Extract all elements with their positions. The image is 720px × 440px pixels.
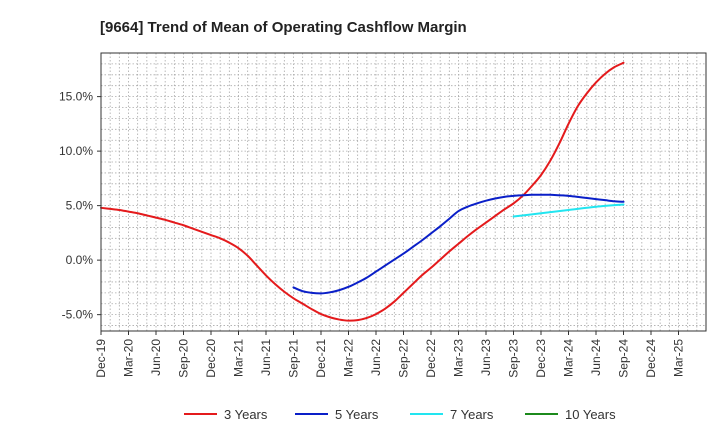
x-tick-label: Sep-24 [617,339,631,378]
series-line-7-years [512,203,625,218]
x-axis: Dec-19 Mar-20 Jun-20 Sep-20 Dec-20 Mar-21 Jun-… [94,331,686,378]
x-tick-label: Dec-21 [314,339,328,378]
x-tick-label: Dec-20 [204,339,218,378]
x-tick-label: Sep-22 [397,339,411,378]
y-tick-label: 0.0% [66,253,94,267]
legend: 3 Years 5 Years 7 Years 10 Years [184,407,616,422]
legend-label-7-years: 7 Years [450,407,494,422]
x-tick-label: Mar-21 [232,339,246,377]
x-tick-label: Jun-24 [589,339,603,376]
legend-label-5-years: 5 Years [335,407,379,422]
legend-label-10-years: 10 Years [565,407,616,422]
x-tick-label: Mar-22 [342,339,356,377]
x-tick-label: Mar-24 [562,339,576,377]
series-line-5-years [292,193,625,295]
x-tick-label: Mar-23 [452,339,466,377]
y-tick-label: 10.0% [59,144,93,158]
legend-label-3-years: 3 Years [224,407,268,422]
x-tick-label: Mar-20 [122,339,136,377]
x-tick-label: Jun-21 [259,339,273,376]
x-tick-label: Jun-23 [479,339,493,376]
x-tick-label: Sep-21 [287,339,301,378]
series-group [100,61,625,322]
x-tick-label: Jun-20 [149,339,163,376]
x-tick-label: Dec-23 [534,339,548,378]
x-tick-label: Dec-24 [644,339,658,378]
series-line-3-years [100,61,625,322]
x-tick-label: Sep-23 [507,339,521,378]
x-tick-label: Mar-25 [672,339,686,377]
y-axis: -5.0% 0.0% 5.0% 10.0% 15.0% [59,90,101,322]
x-tick-label: Dec-19 [94,339,108,378]
y-tick-label: 5.0% [66,199,94,213]
chart-title: [9664] Trend of Mean of Operating Cashfl… [100,19,467,36]
y-tick-label: 15.0% [59,90,93,104]
x-tick-label: Dec-22 [424,339,438,378]
y-tick-label: -5.0% [62,308,94,322]
plot-frame [100,52,707,332]
x-tick-label: Sep-20 [177,339,191,378]
x-tick-label: Jun-22 [369,339,383,376]
plot-area [101,53,706,331]
